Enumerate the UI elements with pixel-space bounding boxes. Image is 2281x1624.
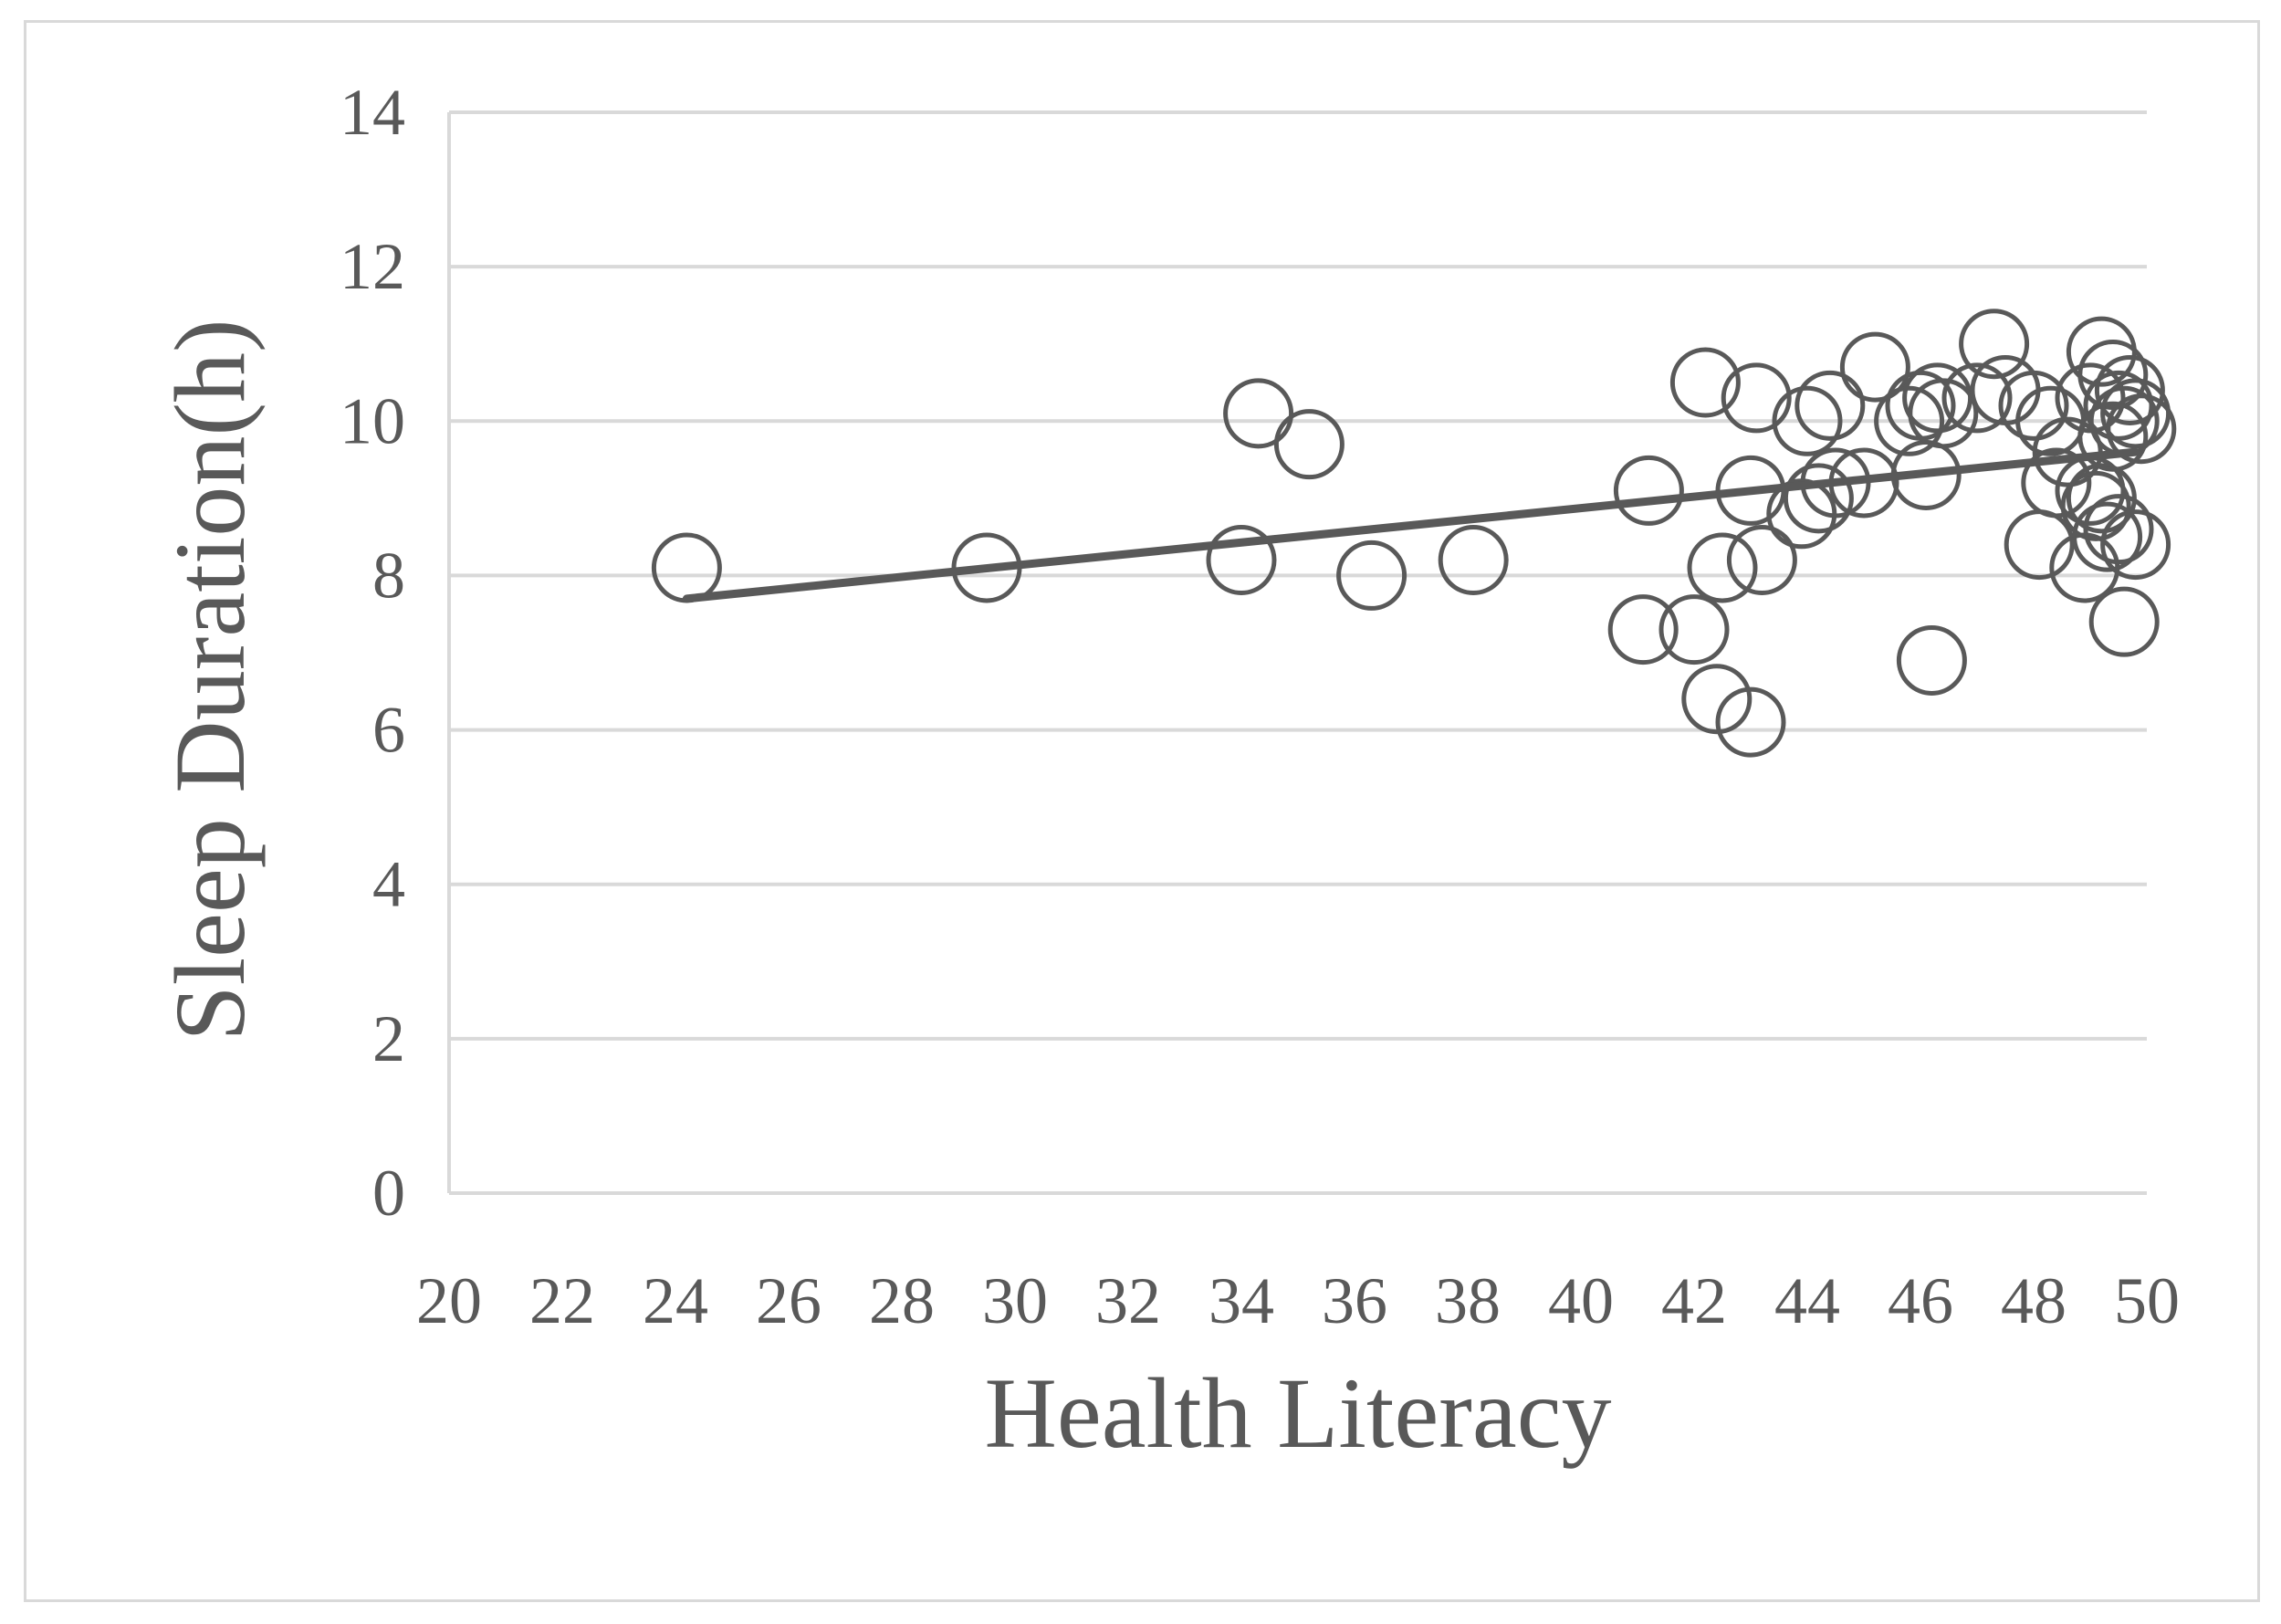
data-point [2077,401,2149,472]
data-point [1874,385,1945,456]
data-point [1687,532,1758,603]
data-point [2100,509,2171,581]
x-tick-label: 32 [1095,1264,1161,1337]
data-point [1959,309,2030,380]
data-point [1658,594,1730,665]
data-point [1726,525,1797,596]
data-point [2072,501,2143,572]
x-tick-label: 30 [982,1264,1048,1337]
data-point [1998,370,2069,441]
y-tick-label: 6 [372,694,405,767]
x-tick-label: 24 [643,1264,708,1337]
data-point [1908,378,1979,449]
data-points [651,309,2177,758]
data-point [2094,354,2165,425]
data-point [1896,624,1967,696]
data-point [1715,686,1786,758]
data-point [1839,331,1910,403]
data-point [1206,525,1277,596]
data-point [2088,586,2160,657]
x-tick-label: 28 [869,1264,935,1337]
data-point [1438,525,1509,596]
x-tick-label: 42 [1661,1264,1727,1337]
data-point [2077,340,2149,411]
y-axis-title: Sleep Duration(h) [154,319,266,1041]
x-tick-label: 22 [529,1264,595,1337]
gridlines [449,110,2147,1041]
y-tick-label: 8 [372,539,405,612]
chart-frame: 0 2 4 6 8 10 12 14 20 22 24 26 28 30 32 34 36 38 40 42 44 46 4… [24,20,2260,1602]
x-tick-label: 40 [1548,1264,1614,1337]
x-tick-label: 48 [2001,1264,2067,1337]
data-point [1721,362,1792,434]
data-point [1273,409,1345,480]
x-tick-label: 50 [2114,1264,2180,1337]
data-point [1681,664,1753,735]
x-tick-label: 38 [1435,1264,1501,1337]
x-tick-label: 44 [1774,1264,1840,1337]
data-point [2106,393,2177,465]
trendline-layer [682,447,2140,603]
data-point [1223,378,1294,449]
y-tick-label: 0 [372,1157,405,1230]
data-point [1613,455,1684,526]
data-point [1336,540,1407,611]
data-point [2083,494,2154,565]
y-tick-label: 12 [340,230,405,303]
y-tick-label: 2 [372,1002,405,1075]
data-point [651,532,722,603]
trendline [682,447,2140,603]
axes [447,112,2147,1195]
y-tick-label: 14 [340,76,405,149]
x-tick-label: 46 [1888,1264,1953,1337]
data-point [1607,594,1679,665]
data-point [2055,362,2126,434]
y-tick-label: 10 [340,384,405,457]
data-point [1772,385,1843,456]
x-tick-label: 20 [416,1264,482,1337]
x-axis-title: Health Literacy [984,1357,1611,1469]
x-tick-label: 34 [1209,1264,1274,1337]
data-point [1783,463,1854,534]
data-point [2060,470,2131,541]
data-point [1794,370,1866,441]
x-tick-label: 26 [756,1264,821,1337]
y-tick-label: 4 [372,848,405,921]
data-point [2021,447,2092,519]
x-tick-label: 36 [1322,1264,1387,1337]
data-point [1669,347,1741,418]
data-point [1941,362,2013,434]
